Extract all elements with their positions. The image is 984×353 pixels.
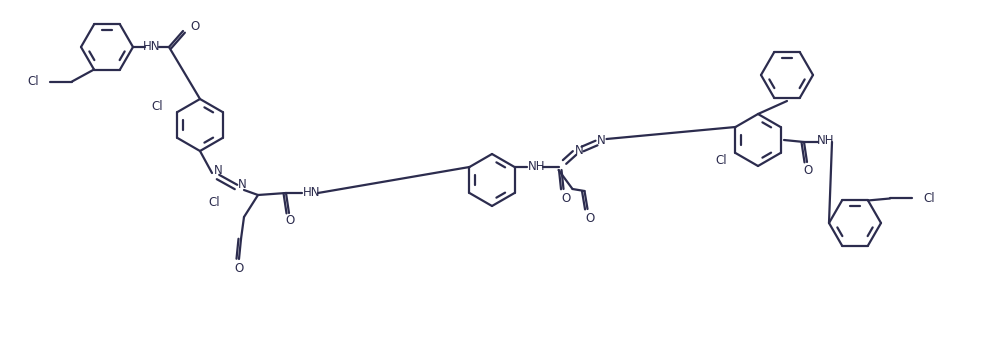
Text: O: O: [561, 191, 570, 204]
Text: Cl: Cl: [28, 75, 39, 88]
Text: Cl: Cl: [715, 155, 727, 168]
Text: O: O: [190, 19, 199, 32]
Text: NH: NH: [527, 160, 545, 173]
Text: Cl: Cl: [923, 192, 935, 205]
Text: N: N: [575, 144, 584, 156]
Text: NH: NH: [818, 134, 834, 148]
Text: N: N: [214, 164, 222, 178]
Text: HN: HN: [303, 185, 321, 198]
Text: Cl: Cl: [152, 101, 163, 114]
Text: O: O: [234, 263, 244, 275]
Text: HN: HN: [144, 40, 160, 53]
Text: O: O: [584, 211, 594, 225]
Text: N: N: [597, 133, 606, 146]
Text: N: N: [237, 179, 246, 191]
Text: O: O: [285, 215, 294, 227]
Text: O: O: [803, 164, 813, 178]
Text: Cl: Cl: [209, 197, 220, 209]
